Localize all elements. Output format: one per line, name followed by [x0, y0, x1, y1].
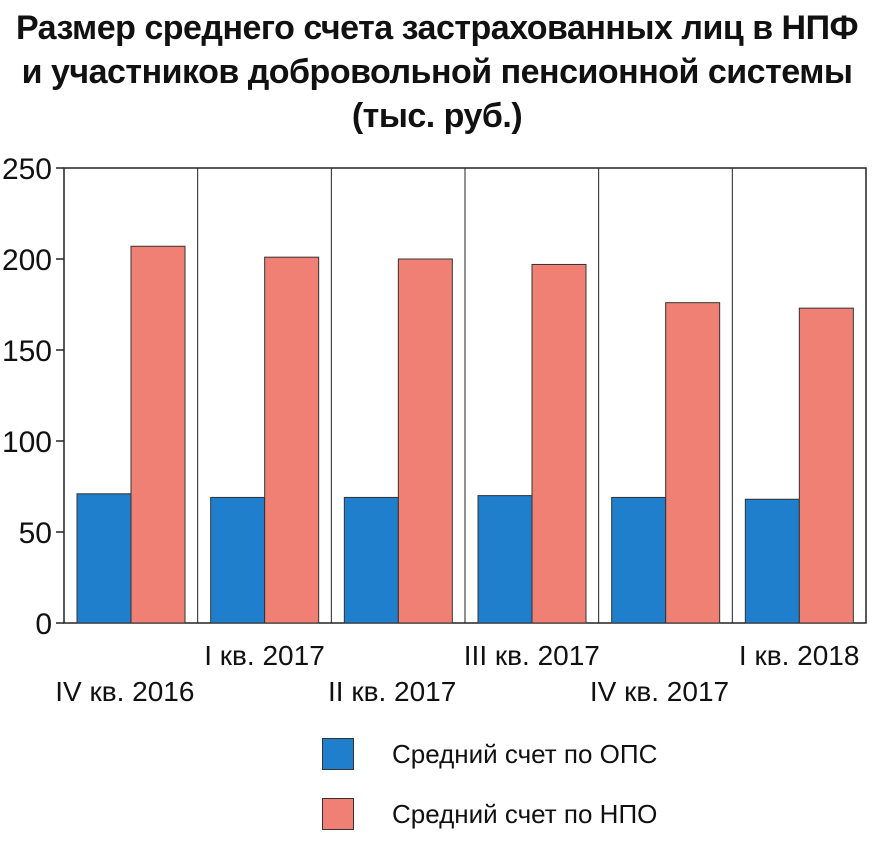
y-tick-label: 150	[2, 335, 52, 368]
bar-npo	[665, 302, 721, 624]
y-tick-label: 250	[2, 153, 52, 186]
y-tick-label: 200	[2, 244, 52, 277]
bar-npo	[798, 307, 854, 624]
x-category-label: II кв. 2017	[328, 676, 456, 707]
y-tick-label: 100	[2, 426, 52, 459]
bar-ops	[477, 495, 533, 624]
title-line-1: Размер среднего счета застрахованных лиц…	[15, 9, 859, 47]
x-category-label: IV кв. 2017	[590, 676, 729, 707]
title-line-2: и участников добровольной пенсионной сис…	[21, 53, 853, 91]
legend-swatch-npo	[322, 798, 354, 830]
x-category-label: I кв. 2017	[204, 640, 325, 671]
legend-label-npo: Средний счет по НПО	[392, 799, 658, 829]
bar-ops	[210, 496, 266, 624]
y-tick-label: 50	[19, 517, 52, 550]
x-category-label: I кв. 2018	[739, 640, 860, 671]
legend-swatch-ops	[322, 738, 354, 770]
bar-npo	[264, 256, 320, 624]
chart-title: Размер среднего счета застрахованных лиц…	[0, 6, 874, 138]
bar-ops	[76, 493, 132, 624]
legend-label-ops: Средний счет по ОПС	[392, 739, 658, 769]
bar-ops	[611, 496, 667, 624]
title-line-3: (тыс. руб.)	[351, 97, 523, 135]
bar-ops	[744, 498, 800, 624]
x-category-label: III кв. 2017	[464, 640, 600, 671]
bar-ops	[343, 496, 399, 624]
bar-npo	[397, 258, 453, 624]
y-tick-label: 0	[35, 608, 52, 641]
bar-npo	[531, 263, 587, 624]
x-category-label: IV кв. 2016	[55, 676, 194, 707]
bar-npo	[130, 245, 186, 624]
